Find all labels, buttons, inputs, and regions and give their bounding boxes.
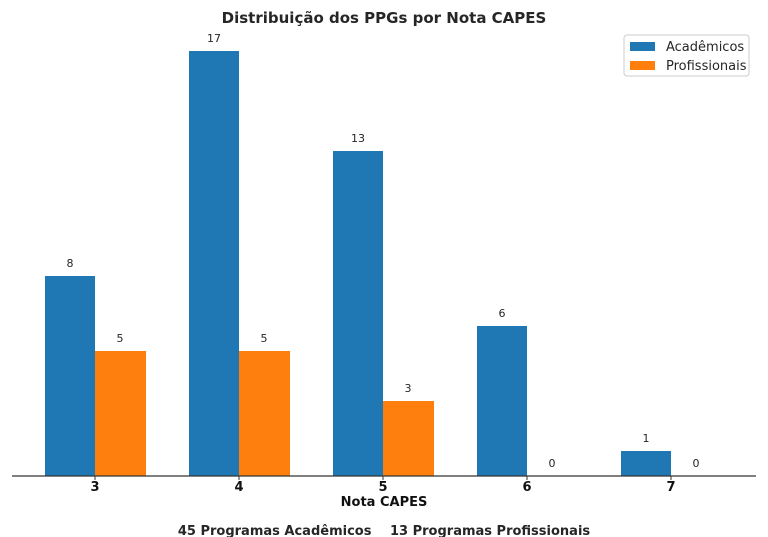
footer-professional: 13 Programas Profissionais (390, 524, 590, 537)
data-label: 3 (405, 382, 412, 395)
x-tick-label: 6 (522, 480, 531, 495)
x-ticks: 3 4 5 6 7 (90, 476, 676, 495)
data-label: 0 (693, 457, 700, 470)
data-label: 6 (499, 307, 506, 320)
footer-summary: 45 Programas Acadêmicos 13 Programas Pro… (178, 524, 591, 537)
bar-academicos-5 (333, 151, 383, 476)
x-axis-label: Nota CAPES (341, 495, 428, 510)
data-label: 5 (117, 332, 124, 345)
data-label: 0 (549, 457, 556, 470)
bar-academicos-7 (621, 451, 671, 476)
bar-profissionais-5 (383, 401, 434, 476)
legend-swatch-profissionais (630, 61, 655, 70)
bar-academicos-4 (189, 51, 239, 476)
legend: Acadêmicos Profissionais (623, 34, 750, 77)
data-label: 17 (207, 32, 221, 45)
x-tick-label: 5 (378, 480, 387, 495)
bar-profissionais-4 (239, 351, 290, 476)
x-tick-label: 3 (90, 480, 99, 495)
bar-academicos-3 (45, 276, 95, 476)
legend-frame (623, 34, 750, 77)
chart-title: Distribuição dos PPGs por Nota CAPES (222, 9, 547, 27)
data-label: 5 (261, 332, 268, 345)
bar-academicos-6 (477, 326, 527, 476)
data-label: 8 (67, 257, 74, 270)
legend-swatch-academicos (630, 42, 655, 51)
x-tick-label: 7 (666, 480, 675, 495)
legend-label-profissionais: Profissionais (666, 59, 747, 74)
data-label: 1 (643, 432, 650, 445)
footer-academic: 45 Programas Acadêmicos (178, 524, 372, 537)
data-label: 13 (351, 132, 365, 145)
x-tick-label: 4 (234, 480, 243, 495)
bar-profissionais-3 (95, 351, 146, 476)
legend-label-academicos: Acadêmicos (666, 40, 744, 55)
bars-group: 8 5 17 5 13 3 6 0 1 0 (45, 32, 700, 476)
